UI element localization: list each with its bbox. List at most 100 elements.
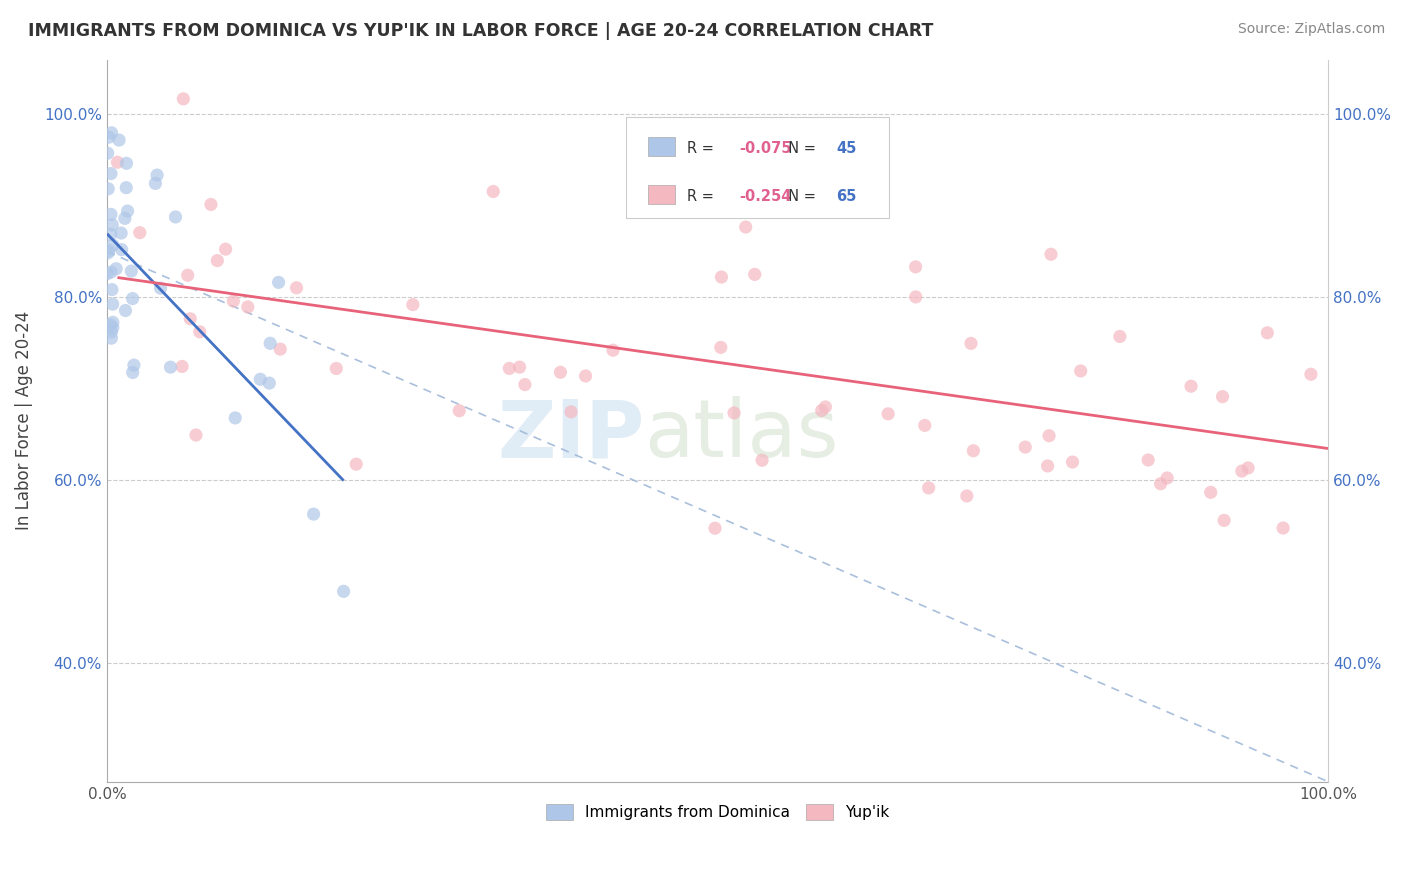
Point [918, 481, 941, 495]
Point [751, 453, 773, 467]
Point [513, 377, 536, 392]
Text: -0.075: -0.075 [740, 141, 792, 156]
Point [145, 177, 167, 191]
Point [1213, 513, 1236, 527]
Point [1299, 368, 1322, 382]
Point [704, 521, 727, 535]
Point [105, 261, 128, 276]
Point [117, 204, 139, 219]
Point [744, 268, 766, 282]
Point [1137, 453, 1160, 467]
Point [100, 325, 122, 339]
Point [1038, 429, 1060, 443]
Point [602, 343, 624, 358]
Point [810, 403, 832, 417]
Point [100, 227, 122, 242]
Point [179, 311, 201, 326]
Point [710, 340, 733, 354]
Point [560, 405, 582, 419]
Point [97, 182, 120, 196]
Point [184, 428, 207, 442]
Point [402, 298, 425, 312]
Point [146, 168, 169, 182]
Point [165, 210, 187, 224]
Point [249, 372, 271, 386]
Point [177, 268, 200, 283]
Point [172, 92, 194, 106]
Point [302, 507, 325, 521]
Point [149, 281, 172, 295]
Point [111, 243, 134, 257]
Text: atlas: atlas [644, 396, 838, 474]
Point [498, 361, 520, 376]
Point [834, 202, 856, 217]
Point [734, 220, 756, 235]
Point [107, 155, 129, 169]
Point [259, 336, 281, 351]
Point [904, 260, 927, 274]
Point [550, 365, 572, 379]
Point [1272, 521, 1295, 535]
Point [1199, 485, 1222, 500]
Point [96, 267, 118, 281]
Point [101, 320, 124, 334]
Point [1149, 476, 1171, 491]
Point [101, 297, 124, 311]
Point [482, 185, 505, 199]
Point [128, 226, 150, 240]
Point [1237, 461, 1260, 475]
Point [259, 376, 281, 390]
Point [267, 276, 290, 290]
Point [170, 359, 193, 374]
Point [121, 292, 143, 306]
Point [188, 325, 211, 339]
FancyBboxPatch shape [648, 136, 675, 155]
Point [1040, 247, 1063, 261]
Point [962, 443, 984, 458]
Point [1108, 329, 1130, 343]
Point [101, 238, 124, 252]
Point [285, 281, 308, 295]
Text: R =: R = [688, 189, 718, 204]
Point [956, 489, 979, 503]
Point [101, 218, 124, 232]
Point [122, 358, 145, 372]
Point [1180, 379, 1202, 393]
Point [100, 318, 122, 332]
Point [904, 290, 927, 304]
Point [449, 403, 471, 417]
Text: Source: ZipAtlas.com: Source: ZipAtlas.com [1237, 22, 1385, 37]
Point [114, 211, 136, 226]
Text: 45: 45 [837, 141, 856, 156]
Point [1070, 364, 1092, 378]
Point [120, 264, 142, 278]
Point [574, 369, 596, 384]
Text: N =: N = [779, 141, 820, 156]
Point [121, 366, 143, 380]
Point [1230, 464, 1253, 478]
Point [114, 303, 136, 318]
Point [1212, 390, 1234, 404]
Point [960, 336, 983, 351]
FancyBboxPatch shape [626, 118, 889, 219]
Point [332, 584, 354, 599]
Point [325, 361, 347, 376]
Point [100, 126, 122, 140]
Text: R =: R = [688, 141, 718, 156]
Point [115, 180, 138, 194]
Point [97, 244, 120, 258]
Point [723, 406, 745, 420]
Text: ZIP: ZIP [498, 396, 644, 474]
Point [846, 165, 869, 179]
Point [914, 418, 936, 433]
Point [207, 253, 229, 268]
Legend: Immigrants from Dominica, Yup'ik: Immigrants from Dominica, Yup'ik [540, 797, 896, 826]
Text: N =: N = [779, 189, 820, 204]
Y-axis label: In Labor Force | Age 20-24: In Labor Force | Age 20-24 [15, 311, 32, 530]
Point [101, 283, 124, 297]
Point [222, 294, 245, 309]
Text: 65: 65 [837, 189, 856, 204]
Text: -0.254: -0.254 [740, 189, 792, 204]
Point [1014, 440, 1036, 454]
Point [97, 130, 120, 145]
